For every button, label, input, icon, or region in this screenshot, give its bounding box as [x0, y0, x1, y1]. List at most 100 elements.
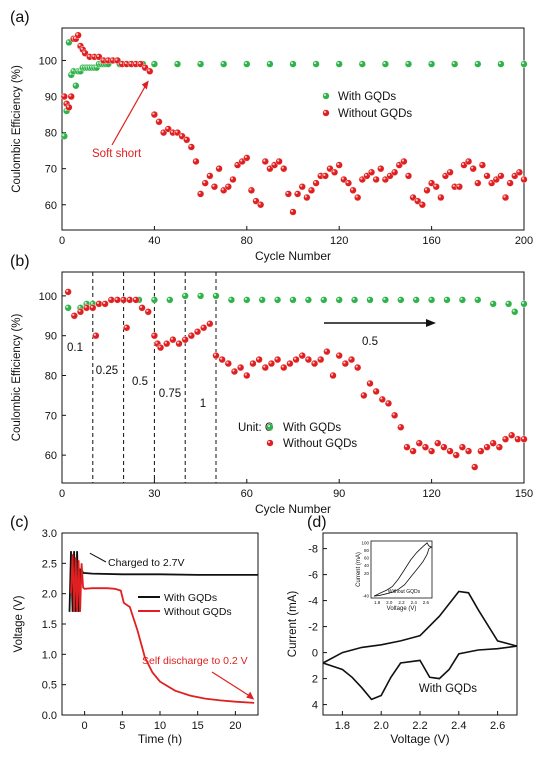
panel-a-s1-point-35-fill	[201, 179, 209, 187]
panel-a-s1-point-101-fill	[506, 179, 514, 187]
panel-a-s0-point-4-highlight	[71, 69, 74, 72]
panel-a-s1-point-58-highlight	[309, 188, 312, 191]
panel-d-ytick-label-4: -4	[308, 596, 318, 608]
panel-a-s1-point-23-fill	[146, 67, 154, 75]
panel-a-s0-point-36	[451, 60, 459, 68]
panel-a-s1-point-0-fill	[60, 92, 68, 101]
panel-b-s1-point-1-highlight	[72, 313, 75, 316]
panel-a-s1-point-94	[474, 179, 482, 187]
panel-b-s1-point-26	[206, 320, 214, 328]
panel-a-s0-point-36-fill	[451, 60, 459, 68]
panel-a-s0-point-0-fill	[60, 132, 68, 140]
panel-a-label: (a)	[10, 9, 30, 26]
panel-a-s1-point-34-fill	[197, 190, 205, 198]
panel-b-s1-point-77	[520, 435, 528, 443]
panel-a-s1-point-83	[423, 186, 431, 194]
panel-a-s1-point-6	[74, 31, 82, 39]
panel-a-s1-point-94-fill	[474, 179, 482, 187]
panel-a-xtick-label-2: 80	[241, 235, 253, 247]
panel-b-s1-point-61-highlight	[423, 445, 426, 448]
panel-b-rate-label-1: 0.25	[96, 365, 118, 377]
panel-b-s0-point-3-highlight	[84, 301, 87, 304]
panel-b-s1-point-31-fill	[237, 363, 245, 372]
panel-b-s1-point-15-highlight	[146, 309, 149, 312]
panel-a-s1-point-83-fill	[423, 186, 431, 194]
panel-b-s0-point-16-highlight	[229, 297, 232, 300]
panel-a-s0-point-39-fill	[520, 60, 528, 68]
panel-a-s1-point-14-highlight	[106, 58, 109, 61]
panel-a-s1-point-12-highlight	[96, 54, 100, 57]
panel-b-s1-point-41-highlight	[300, 353, 303, 356]
panel-b-s0-point-24	[351, 296, 359, 304]
panel-a-s1-point-45-fill	[247, 186, 256, 194]
panel-a-s1-point-43-highlight	[240, 159, 243, 162]
panel-a-xlabel: Cycle Number	[255, 249, 331, 263]
panel-b-s1-point-24-highlight	[195, 329, 198, 332]
panel-b-s1-point-12	[126, 296, 134, 304]
panel-a-s1-point-53-highlight	[286, 191, 289, 195]
panel-a-s0-point-25-highlight	[198, 61, 201, 65]
panel-b-s1-point-38	[280, 363, 288, 372]
panel-a-s0-point-31-highlight	[337, 61, 340, 65]
panel-b-s1-point-75	[508, 431, 516, 439]
panel-a-legend-label-1: Without GQDs	[338, 108, 412, 120]
panel-a-s1-point-10-highlight	[87, 54, 90, 57]
panel-b-s1-point-4-fill	[89, 304, 97, 312]
panel-a-xtick-label-5: 200	[515, 235, 533, 247]
panel-a-s0-point-0	[60, 132, 68, 140]
panel-a-s1-point-7-highlight	[78, 43, 81, 47]
panel-c-ytick-label-1: 0.5	[42, 680, 57, 692]
panel-a-s1-point-69-highlight	[360, 177, 363, 180]
panel-a-s1-point-63	[330, 168, 339, 176]
panel-b-rate-arrowhead	[426, 319, 436, 327]
panel-a-s1-point-63-fill	[330, 168, 339, 176]
panel-b-s1-point-46-fill	[329, 371, 337, 380]
panel-a-s1-point-36	[206, 172, 214, 180]
panel-a-s1-point-41-highlight	[230, 177, 234, 180]
panel-b-s1-point-8-fill	[107, 296, 115, 304]
panel-b-s0-point-32	[474, 296, 482, 304]
panel-a-s0-point-5	[72, 82, 80, 90]
panel-b-s1-point-14	[138, 304, 146, 312]
panel-b-s1-point-50	[354, 363, 362, 372]
panel-b-s1-point-9-highlight	[115, 297, 118, 300]
panel-d-xtick-label-4: 2.6	[490, 720, 505, 732]
panel-a-s1-point-42-highlight	[235, 162, 238, 166]
panel-a-s1-point-67-highlight	[350, 188, 354, 191]
panel-a-ytick-label-1: 70	[45, 164, 57, 176]
panel-b-s1-point-37	[274, 355, 282, 364]
panel-b-s1-point-61-fill	[421, 443, 430, 451]
panel-b-s1-point-11	[123, 324, 131, 332]
panel-a-legend-marker-1-highlight	[323, 110, 327, 114]
panel-c-annotation-arrow-0	[89, 552, 107, 563]
panel-b-s1-point-69-fill	[471, 463, 479, 471]
panel-b-s1-point-27-fill	[212, 352, 220, 360]
panel-d-curve-label: With GQDs	[419, 683, 477, 695]
panel-b-s1-point-9-fill	[113, 296, 122, 304]
panel-a-s1-point-20-highlight	[133, 61, 137, 65]
panel-b-s1-point-76-fill	[514, 435, 522, 443]
panel-a-s1-point-38-fill	[215, 165, 223, 173]
panel-a-s1-point-1-highlight	[64, 101, 67, 104]
panel-b-s1-point-72-highlight	[491, 441, 494, 444]
panel-d-ytick-label-1: 2	[312, 674, 318, 686]
panel-b-s1-point-35-highlight	[263, 365, 266, 368]
panel-b-s1-point-26-fill	[206, 320, 214, 328]
panel-b-s0-point-22-fill	[320, 296, 328, 304]
panel-b-s0-point-28	[412, 296, 420, 304]
panel-b-s1-point-73-fill	[495, 443, 503, 451]
panel-b-s0-point-33	[489, 300, 497, 308]
panel-b-s0-point-33-highlight	[491, 301, 494, 304]
panel-b-s1-point-29	[224, 359, 232, 368]
panel-b-s1-point-30-highlight	[232, 369, 235, 372]
panel-a-s1-point-78-fill	[400, 157, 408, 166]
panel-a-s0-point-24	[173, 60, 182, 68]
panel-b-s1-point-67-fill	[458, 443, 467, 451]
panel-b-s1-point-29-fill	[224, 359, 232, 368]
panel-a-s0-point-37	[474, 60, 482, 68]
panel-a-s1-point-103	[515, 168, 523, 176]
panel-a-s1-point-48-highlight	[263, 159, 266, 162]
panel-b-s1-point-40-highlight	[293, 357, 297, 360]
panel-b-s1-point-10-highlight	[121, 297, 124, 300]
panel-b-s0-point-34-highlight	[506, 301, 509, 304]
